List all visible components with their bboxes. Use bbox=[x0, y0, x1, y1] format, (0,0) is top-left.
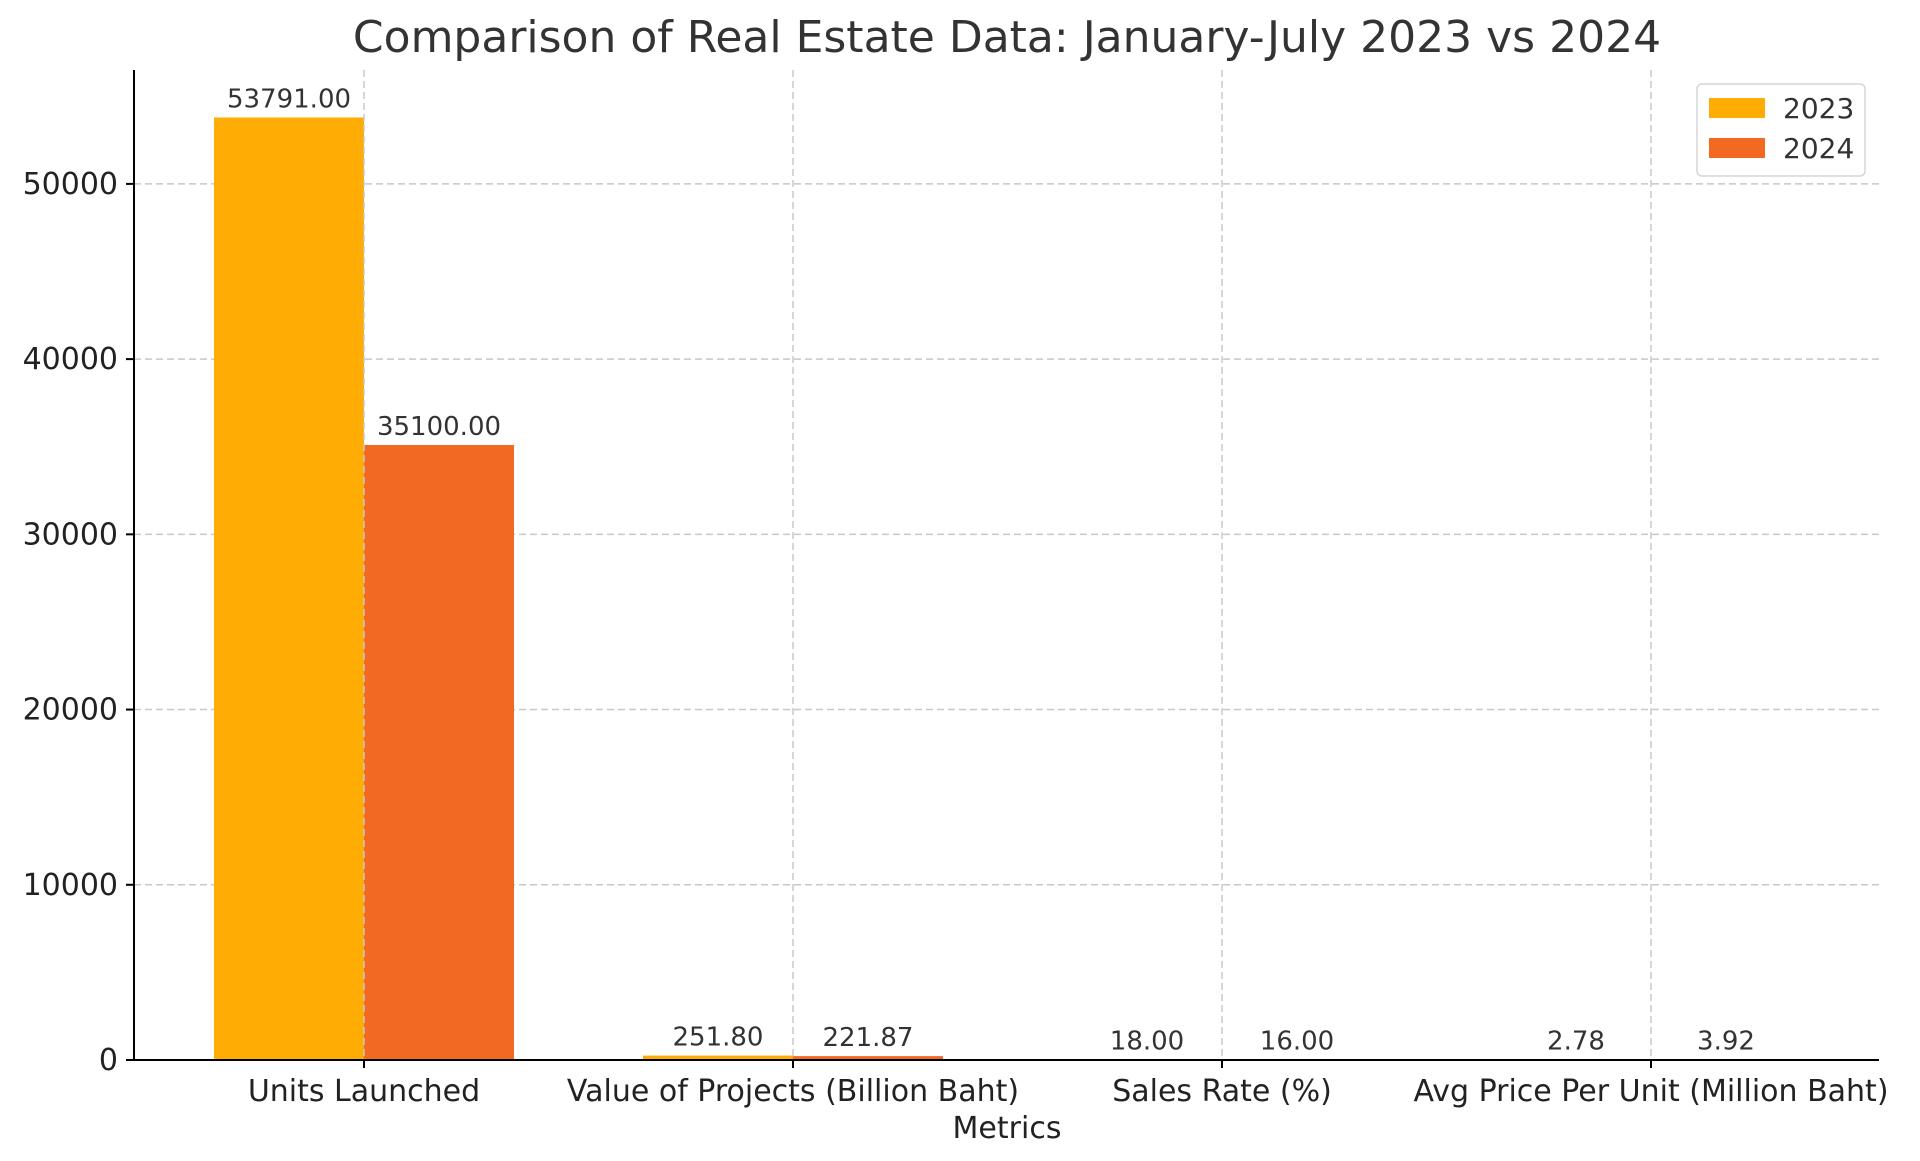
y-tick-labels: 0 10000 20000 30000 40000 50000 bbox=[23, 167, 134, 1078]
data-label-2024-3: 16.00 bbox=[1260, 1027, 1334, 1057]
bar-2024-1 bbox=[364, 444, 514, 1060]
data-labels: 53791.00 251.80 18.00 2.78 35100.00 221.87 16.… bbox=[227, 70, 1755, 1060]
x-tick-label: Sales Rate (%) bbox=[1112, 1074, 1332, 1109]
legend: 2023 2024 bbox=[1696, 83, 1866, 177]
legend-swatch-2024 bbox=[1709, 138, 1765, 158]
data-label-2023-1: 53791.00 bbox=[227, 84, 351, 114]
y-tick-label: 10000 bbox=[23, 868, 118, 903]
chart-title: Comparison of Real Estate Data: January-… bbox=[353, 12, 1661, 63]
x-tick-labels: Units Launched Value of Projects (Billion… bbox=[248, 1060, 1889, 1109]
data-label-2024-2: 221.87 bbox=[823, 1023, 914, 1053]
data-label-2023-3: 18.00 bbox=[1110, 1027, 1184, 1057]
x-tick-label: Value of Projects (Billion Baht) bbox=[567, 1074, 1019, 1109]
y-tick-label: 0 bbox=[99, 1043, 118, 1078]
x-tick-label: Units Launched bbox=[248, 1074, 480, 1109]
data-label-2024-1: 35100.00 bbox=[377, 412, 501, 442]
legend-swatch-2023 bbox=[1709, 98, 1765, 118]
legend-label-2023: 2023 bbox=[1783, 92, 1854, 125]
data-label-2024-4: 3.92 bbox=[1697, 1027, 1755, 1057]
data-label-2023-2: 251.80 bbox=[673, 1023, 764, 1053]
axes bbox=[133, 70, 1879, 1061]
bar-2023-1 bbox=[214, 117, 364, 1061]
data-label-2023-4: 2.78 bbox=[1547, 1027, 1605, 1057]
y-tick-label: 30000 bbox=[23, 517, 118, 552]
x-axis-label: Metrics bbox=[953, 1111, 1062, 1146]
bars bbox=[214, 117, 1801, 1061]
y-tick-label: 20000 bbox=[23, 693, 118, 728]
y-tick-label: 50000 bbox=[23, 167, 118, 202]
bar-2023-2 bbox=[643, 1055, 793, 1060]
legend-label-2024: 2024 bbox=[1783, 132, 1854, 165]
y-tick-label: 40000 bbox=[23, 342, 118, 377]
bar-2024-2 bbox=[793, 1056, 943, 1060]
x-tick-label: Avg Price Per Unit (Million Baht) bbox=[1413, 1074, 1888, 1109]
